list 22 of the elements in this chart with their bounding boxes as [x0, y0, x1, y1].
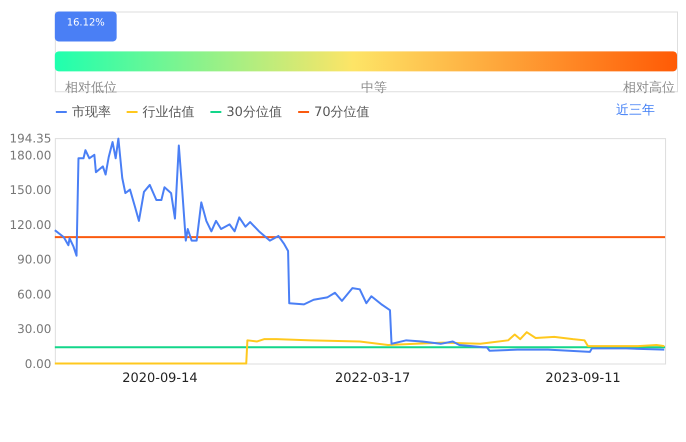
x-tick-label: 2020-09-14 [122, 370, 198, 386]
x-tick-label: 2022-03-17 [335, 370, 410, 386]
text: 中等 [360, 80, 387, 96]
text: 16.12% [66, 17, 105, 28]
line-series [54, 331, 666, 365]
legend-label: 行业估值 [142, 104, 195, 120]
legend-label: 70分位值 [314, 104, 370, 120]
y-tick-label: 30.00 [17, 322, 52, 336]
text: 近三年 [616, 103, 656, 118]
text: 相对低位 [64, 80, 117, 96]
y-tick-label: 120.00 [10, 218, 52, 232]
y-tick-label: 194.35 [10, 132, 52, 146]
x-tick-label: 2023-09-11 [545, 370, 621, 386]
legend-label: 市现率 [72, 104, 111, 120]
text: 相对高位 [623, 79, 676, 96]
y-tick-label: 150.00 [10, 183, 52, 198]
y-tick-label: 90.00 [17, 252, 52, 267]
y-tick-label: 180.00 [10, 148, 52, 162]
y-tick-label: 60.00 [17, 287, 52, 302]
y-tick-label: 0.00 [24, 356, 52, 371]
legend-label: 30分位值 [226, 104, 282, 120]
line-series [54, 138, 666, 353]
